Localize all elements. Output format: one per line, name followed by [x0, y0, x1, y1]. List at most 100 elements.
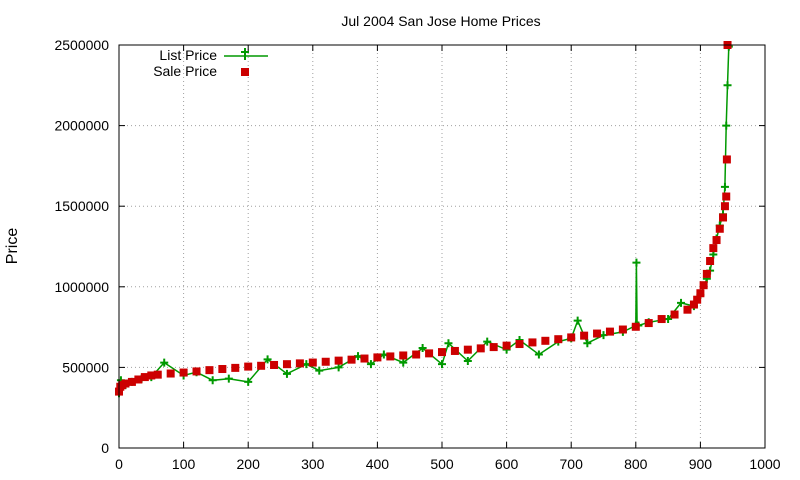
sale-price-point [463, 345, 472, 354]
sale-price-point [134, 375, 143, 384]
sale-price-point [179, 368, 188, 377]
sale-price-point [412, 350, 421, 359]
list-price-point [722, 121, 731, 130]
sale-price-point [683, 305, 692, 314]
sale-price-point [347, 355, 356, 364]
list-price-point [315, 366, 324, 375]
sale-price-point [528, 338, 537, 347]
x-tick-label: 200 [237, 456, 261, 472]
sale-price-point [192, 367, 201, 376]
list-price-point [677, 298, 686, 307]
sale-price-point [541, 336, 550, 345]
sale-price-point [438, 348, 446, 357]
sale-price-point [515, 340, 524, 349]
sale-price-point [593, 329, 602, 338]
y-tick-label: 1500000 [54, 198, 109, 214]
list-price-series [115, 42, 733, 398]
y-tick-label: 1000000 [54, 279, 109, 295]
sale-price-point [702, 269, 711, 278]
y-tick-label: 2000000 [54, 118, 109, 134]
sale-price-point [709, 244, 718, 253]
sale-price-point [321, 357, 330, 366]
sale-price-point [282, 360, 291, 369]
legend-marker-list-price [241, 48, 249, 60]
list-price-point [224, 374, 233, 383]
y-tick-label: 0 [101, 440, 109, 456]
list-price-point [534, 350, 543, 359]
list-price-point [244, 377, 253, 386]
list-price-point [160, 358, 169, 367]
sale-price-point [295, 359, 304, 368]
sale-price-point [334, 356, 343, 365]
list-price-point [282, 369, 291, 378]
sale-price-point [605, 327, 614, 336]
list-price-line [118, 46, 730, 394]
list-price-point [573, 316, 582, 325]
sale-price-point [270, 360, 279, 369]
list-price-point [334, 363, 343, 372]
sale-price-point [719, 213, 728, 222]
sale-price-point [631, 322, 640, 331]
sale-price-series [115, 41, 732, 396]
list-price-point [263, 355, 272, 364]
sale-price-point [618, 325, 627, 334]
y-axis-ticks: 0 500000 1000000 1500000 2000000 2500000 [54, 37, 765, 456]
y-tick-label: 2500000 [54, 37, 109, 53]
x-tick-label: 800 [624, 456, 648, 472]
sale-price-point [360, 354, 369, 363]
sale-price-point [153, 370, 162, 379]
sale-price-point [205, 366, 214, 375]
legend-marker-sale-price [241, 68, 249, 76]
x-tick-label: 0 [115, 456, 123, 472]
sale-price-point [567, 333, 576, 342]
sale-price-point [693, 295, 702, 304]
sale-price-point [476, 344, 485, 353]
sale-price-point [554, 335, 563, 344]
list-price-point [583, 339, 592, 348]
plot-border [118, 44, 766, 449]
sale-price-point [720, 202, 729, 211]
x-tick-label: 300 [301, 456, 325, 472]
x-tick-label: 500 [430, 456, 454, 472]
sale-price-point [715, 224, 724, 233]
list-price-point [463, 356, 472, 365]
sale-price-point [580, 331, 589, 340]
sale-price-point [244, 362, 253, 371]
sale-price-point [140, 373, 149, 382]
sale-price-point [231, 363, 240, 372]
list-price-point [366, 360, 375, 369]
list-price-point [399, 358, 408, 367]
sale-price-point [127, 377, 136, 386]
sale-price-point [722, 155, 731, 164]
x-tick-label: 100 [172, 456, 196, 472]
legend-label-list-price: List Price [159, 47, 217, 63]
sale-price-point [670, 310, 679, 319]
list-price-point [483, 337, 492, 346]
list-price-point [438, 360, 446, 369]
y-axis-title: Price [4, 228, 21, 265]
x-axis-ticks: 0 100 200 300 400 500 600 700 800 900 1000 [115, 45, 781, 472]
x-tick-label: 900 [689, 456, 713, 472]
sale-price-point [257, 361, 266, 370]
list-price-point [444, 339, 453, 348]
list-price-point [632, 258, 641, 267]
list-price-point [723, 81, 732, 90]
sale-price-point [218, 365, 227, 374]
sale-price-point [644, 319, 653, 328]
sale-price-point [712, 236, 721, 245]
sale-price-point [450, 346, 459, 355]
sale-price-point [689, 300, 698, 309]
list-price-point [418, 344, 427, 353]
chart-title: Jul 2004 San Jose Home Prices [341, 13, 540, 29]
sale-price-point [722, 192, 731, 201]
list-price-point [208, 376, 217, 385]
legend-label-sale-price: Sale Price [153, 63, 217, 79]
sale-price-point [699, 281, 708, 290]
sale-price-point [386, 352, 395, 361]
sale-price-point [121, 379, 130, 388]
sale-price-point [425, 349, 434, 358]
sale-price-point [166, 369, 175, 378]
x-tick-label: 400 [366, 456, 390, 472]
sale-price-point [706, 257, 715, 266]
